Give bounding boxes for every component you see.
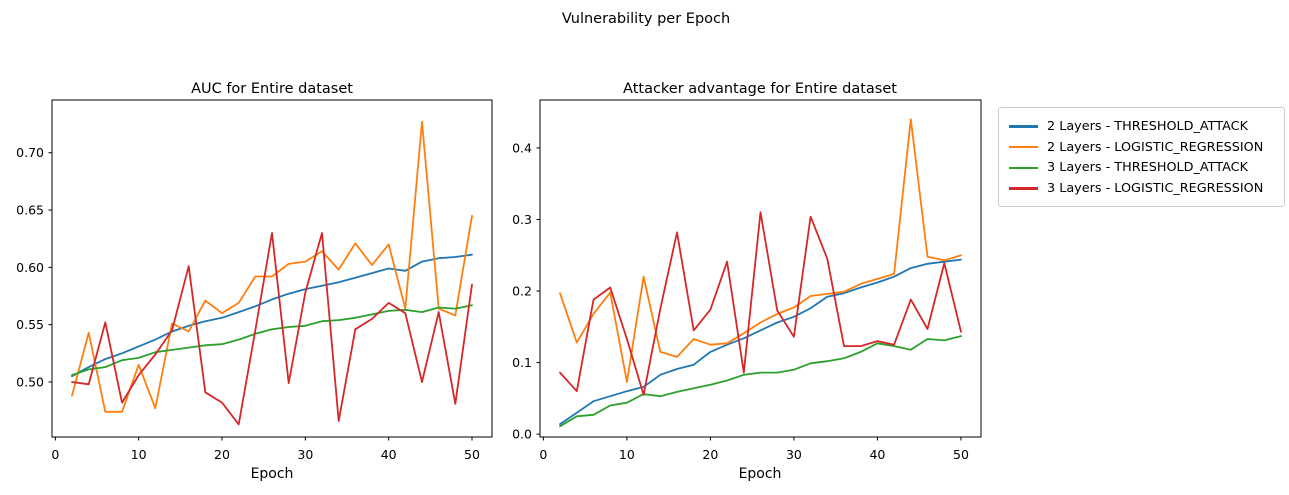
y-tick-label: 0.1	[512, 355, 532, 370]
x-axis-label-attacker-advantage: Epoch	[739, 466, 782, 482]
legend-line-swatch	[1009, 145, 1038, 149]
legend-line-swatch	[1009, 166, 1038, 170]
series-line-3-layers-logistic-regression	[559, 211, 962, 396]
y-tick-label: 0.55	[16, 317, 44, 332]
y-tick-label: 0.2	[512, 283, 532, 298]
plot-area-auc: 0 10 20 30 40 50 0.50 0.55 0.60 0.65 0.70	[16, 99, 493, 462]
y-tick-label: 0.70	[16, 145, 44, 160]
legend-item: 2 Layers - THRESHOLD_ATTACK	[1009, 117, 1274, 136]
x-tick-label: 10	[619, 447, 635, 462]
legend: 2 Layers - THRESHOLD_ATTACK 2 Layers - LO…	[998, 107, 1285, 207]
series-line-2-layers-logistic-regression	[71, 120, 473, 413]
y-tick-label: 0.0	[512, 427, 532, 442]
axes-frame	[539, 99, 982, 438]
y-tick-label: 0.4	[512, 140, 532, 155]
figure-title: Vulnerability per Epoch	[562, 11, 730, 27]
axes-title-attacker-advantage: Attacker advantage for Entire dataset	[623, 81, 897, 97]
legend-label: 3 Layers - THRESHOLD_ATTACK	[1047, 160, 1248, 176]
axes-frame	[51, 99, 493, 438]
x-tick-label: 30	[786, 447, 802, 462]
x-tick-label: 50	[953, 447, 969, 462]
y-tick-label: 0.50	[16, 374, 44, 389]
x-tick-label: 50	[464, 447, 480, 462]
x-tick-label: 40	[869, 447, 885, 462]
y-tick-label: 0.3	[512, 212, 532, 227]
legend-item: 3 Layers - LOGISTIC_REGRESSION	[1009, 179, 1274, 198]
series-line-2-layers-threshold-attack	[71, 253, 473, 378]
x-axis-label-auc: Epoch	[251, 466, 294, 482]
y-tick-label: 0.60	[16, 260, 44, 275]
axes-attacker-advantage: Attacker advantage for Entire dataset 0 1…	[512, 81, 982, 482]
axes-auc: AUC for Entire dataset 0 10 20 30 40 50 0.50 0.…	[16, 81, 493, 482]
legend-line-swatch	[1009, 125, 1038, 128]
legend-line-swatch	[1009, 187, 1038, 190]
x-tick-label: 30	[297, 447, 313, 462]
y-tick-label: 0.65	[16, 202, 44, 217]
legend-label: 2 Layers - LOGISTIC_REGRESSION	[1047, 139, 1264, 155]
plot-area-attacker-advantage: 0 10 20 30 40 50 0.0 0.1 0.2 0.3 0.4	[512, 99, 982, 462]
series-line-3-layers-threshold-attack	[559, 335, 962, 428]
x-tick-label: 0	[51, 447, 59, 462]
legend-item: 3 Layers - THRESHOLD_ATTACK	[1009, 158, 1274, 177]
series-line-3-layers-logistic-regression	[71, 232, 473, 426]
x-tick-label: 20	[214, 447, 230, 462]
x-tick-label: 0	[539, 447, 547, 462]
series-line-3-layers-threshold-attack	[71, 304, 473, 377]
series-line-2-layers-logistic-regression	[559, 118, 962, 383]
axes-title-auc: AUC for Entire dataset	[191, 81, 353, 97]
x-tick-label: 10	[131, 447, 147, 462]
legend-label: 3 Layers - LOGISTIC_REGRESSION	[1047, 180, 1264, 196]
legend-label: 2 Layers - THRESHOLD_ATTACK	[1047, 119, 1248, 134]
x-tick-label: 20	[702, 447, 718, 462]
series-line-2-layers-threshold-attack	[559, 258, 962, 426]
legend-item: 2 Layers - LOGISTIC_REGRESSION	[1009, 138, 1274, 157]
x-tick-label: 40	[381, 447, 397, 462]
